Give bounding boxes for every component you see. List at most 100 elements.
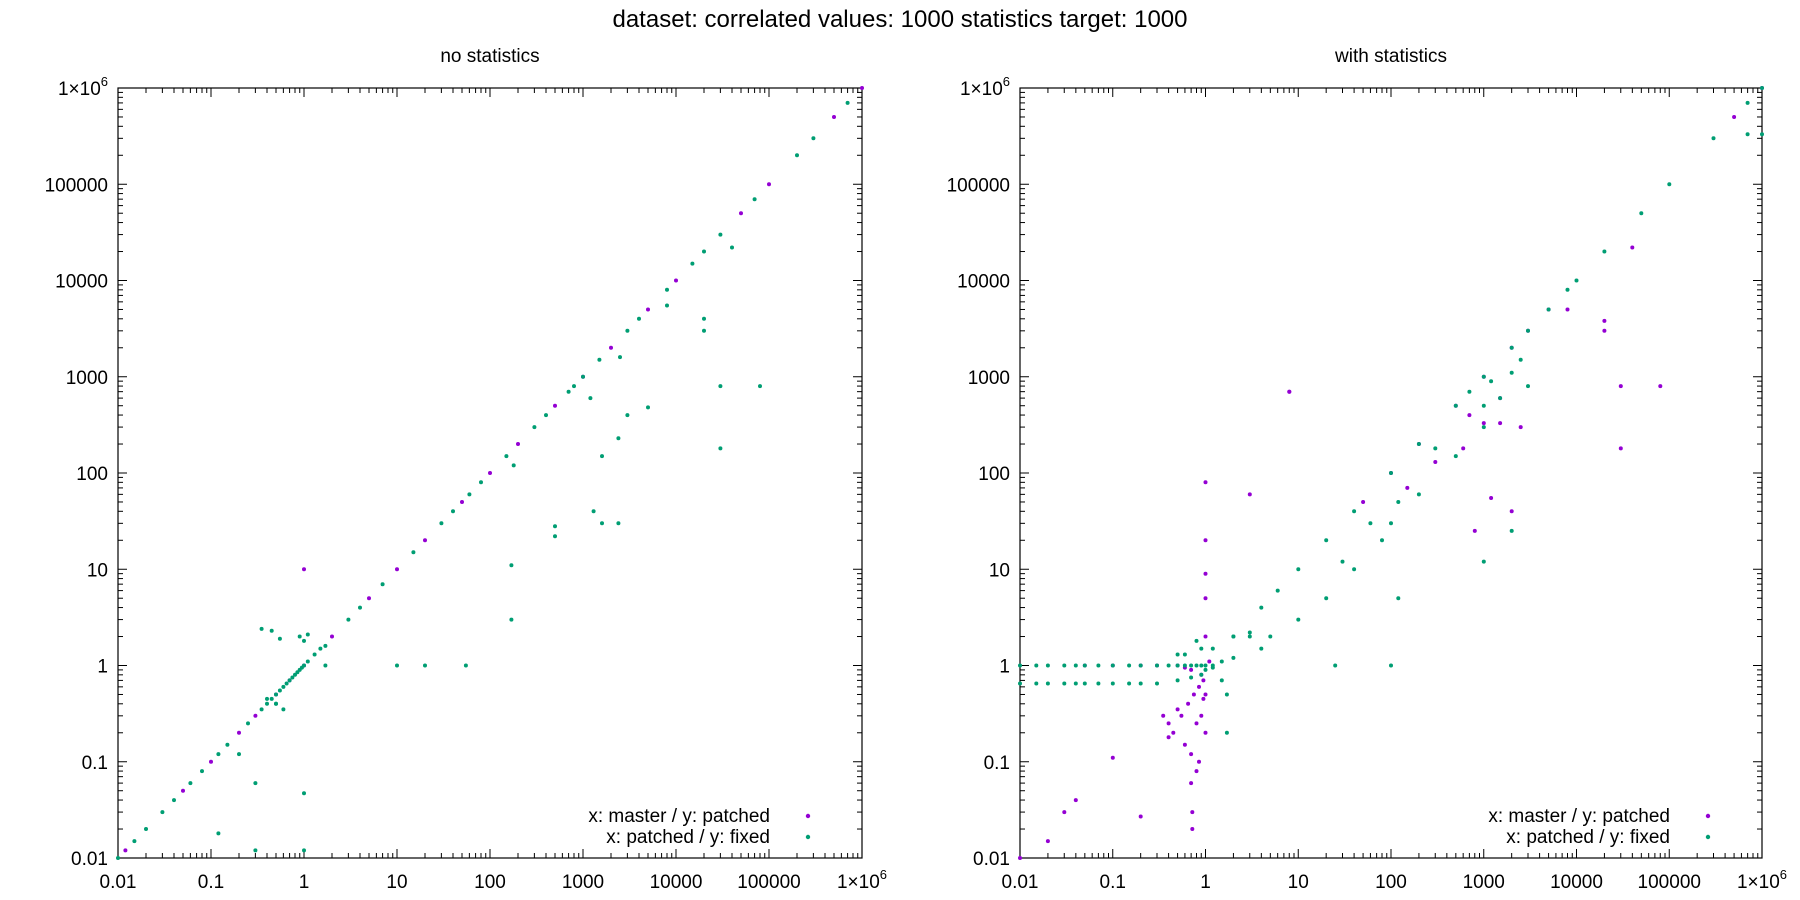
y-tick-label: 0.01 [71,849,108,870]
data-point [1574,278,1579,283]
legend-entry: x: patched / y: fixed [1506,827,1670,848]
data-point [1194,721,1199,726]
data-point [718,384,723,389]
data-point [160,810,165,815]
data-point [358,605,362,610]
data-point [1618,446,1623,451]
data-point [1096,663,1101,668]
data-point [253,781,258,786]
data-point [1096,681,1101,686]
data-point [1760,132,1764,137]
x-tick-label: 1000 [562,872,604,893]
y-tick-label: 100 [76,464,108,485]
data-point [1110,755,1115,760]
data-point [758,384,762,389]
legend-entry: x: master / y: patched [588,806,770,827]
data-point [1073,681,1078,686]
data-point [1247,492,1252,497]
data-point [646,307,650,312]
data-point [1602,249,1607,254]
data-point [330,634,334,639]
data-point [274,692,278,697]
data-point [1518,425,1523,430]
data-point [216,752,221,757]
legend-marker [1705,813,1711,819]
data-point [1082,681,1087,686]
data-point [1155,663,1159,668]
data-point [1138,681,1143,686]
data-point [1127,681,1132,686]
y-tick-label: 1 [97,657,108,678]
data-point [1199,713,1204,718]
data-point [1368,521,1373,526]
x-tick-label: 0.1 [198,872,224,893]
data-point [1389,521,1393,526]
data-point [1166,663,1171,668]
data-point [1210,665,1215,670]
data-point [718,232,723,237]
y-tick-label: 1×106 [58,74,108,100]
data-point [395,663,399,668]
data-point [1396,596,1401,601]
data-point [1182,652,1187,657]
data-point [1247,630,1252,635]
data-point [1189,752,1194,757]
data-point [588,396,593,401]
data-point [172,798,176,803]
data-point [1526,328,1530,333]
x-tick-label: 1×106 [1737,867,1787,893]
figure-title: dataset: correlated values: 1000 statist… [612,6,1188,33]
data-point [281,707,286,712]
data-point [1175,678,1180,683]
data-point [811,136,816,141]
data-point [302,638,306,643]
data-point [1526,384,1530,389]
data-point [1201,696,1206,701]
data-point [1760,86,1764,90]
data-point [572,384,576,389]
x-tick-label: 1 [1200,872,1211,893]
data-point [674,278,678,283]
data-point [832,115,836,119]
data-point [305,632,310,637]
data-point [1498,396,1503,401]
data-point [1433,460,1438,464]
data-point [1182,742,1187,747]
data-point [1389,663,1393,668]
data-point [1210,646,1215,651]
data-point [1509,528,1514,533]
y-tick-label: 100000 [45,175,108,196]
data-point [609,345,613,350]
y-tick-label: 1000 [66,368,108,389]
data-point [1189,781,1194,786]
data-point [1186,701,1191,706]
data-point [1219,678,1224,683]
data-point [1224,692,1229,697]
panel-title: with statistics [1334,46,1447,67]
data-point [730,245,734,250]
y-tick-label: 0.01 [973,849,1010,870]
data-point [1062,681,1067,686]
data-point [277,688,282,693]
data-point [1175,652,1180,657]
data-point [1333,663,1338,668]
data-point [1161,713,1166,718]
data-point [423,538,427,543]
legend-marker [1705,834,1711,840]
x-tick-label: 100 [1375,872,1407,893]
data-point [1324,538,1329,543]
data-point [1197,759,1201,764]
data-point [181,788,185,793]
data-point [1630,245,1635,250]
data-point [1481,559,1486,564]
data-point [144,827,148,831]
data-point [395,567,399,572]
data-point [1745,100,1750,105]
data-point [246,721,250,726]
data-point [1189,663,1194,668]
data-point [1461,446,1466,451]
data-point [1191,692,1196,697]
data-point [269,696,274,701]
